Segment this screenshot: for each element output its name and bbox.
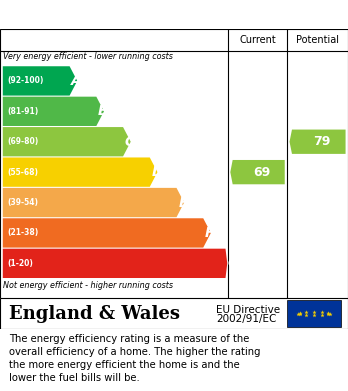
Polygon shape	[3, 158, 157, 187]
Text: D: D	[151, 165, 163, 179]
Text: 69: 69	[254, 166, 271, 179]
Polygon shape	[3, 218, 211, 248]
Text: Potential: Potential	[296, 34, 339, 45]
Text: The energy efficiency rating is a measure of the
overall efficiency of a home. T: The energy efficiency rating is a measur…	[9, 334, 260, 383]
Polygon shape	[290, 129, 346, 154]
Polygon shape	[3, 66, 77, 95]
Text: Very energy efficient - lower running costs: Very energy efficient - lower running co…	[3, 52, 173, 61]
Text: C: C	[125, 135, 135, 149]
Polygon shape	[230, 160, 285, 184]
Text: (1-20): (1-20)	[7, 259, 33, 268]
Text: Energy Efficiency Rating: Energy Efficiency Rating	[9, 7, 211, 22]
Text: Not energy efficient - higher running costs: Not energy efficient - higher running co…	[3, 281, 174, 291]
Text: 79: 79	[314, 135, 331, 148]
Text: (92-100): (92-100)	[7, 76, 44, 85]
Text: 2002/91/EC: 2002/91/EC	[216, 314, 276, 324]
Text: A: A	[71, 74, 82, 88]
Text: F: F	[205, 226, 214, 240]
Text: England & Wales: England & Wales	[9, 305, 180, 323]
Text: (55-68): (55-68)	[7, 168, 38, 177]
Text: (39-54): (39-54)	[7, 198, 38, 207]
Text: Current: Current	[239, 34, 276, 45]
Bar	[287, 300, 341, 327]
Text: G: G	[227, 256, 239, 270]
Text: (81-91): (81-91)	[7, 107, 38, 116]
Text: B: B	[98, 104, 109, 118]
Text: EU Directive: EU Directive	[216, 305, 280, 315]
Polygon shape	[3, 188, 184, 217]
Polygon shape	[3, 249, 227, 278]
Text: (69-80): (69-80)	[7, 137, 38, 146]
Text: E: E	[178, 196, 188, 210]
Text: (21-38): (21-38)	[7, 228, 38, 237]
Polygon shape	[3, 127, 131, 156]
Polygon shape	[3, 97, 104, 126]
